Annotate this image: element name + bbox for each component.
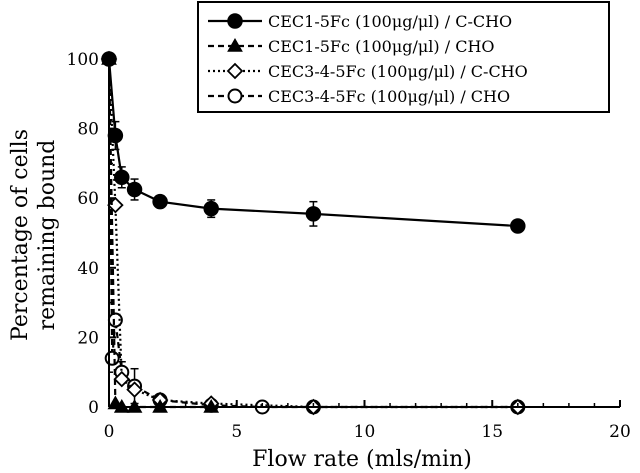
data-point [126,381,143,398]
legend-marker [226,62,244,80]
data-point [305,206,322,222]
legend-label: CEC3-4-5Fc (100μg/μl) / C-CHO [268,62,528,81]
x-tick-label: 10 [354,422,376,442]
data-point [510,218,526,234]
data-point [107,127,124,144]
y-axis-title-line-2: remaining bound [35,140,60,331]
x-tick-label: 5 [231,422,242,442]
legend-marker [227,37,243,52]
y-tick-label: 60 [77,189,99,209]
legend-label: CEC1-5Fc (100μg/μl) / CHO [268,37,495,56]
data-point [104,350,120,366]
data-point [152,193,168,210]
y-axis-title: Percentage of cells remaining bound [8,129,60,341]
y-tick-label: 20 [77,328,99,348]
x-axis-title: Flow rate (mls/min) [252,447,472,472]
legend-entry-2: CEC1-5Fc (100μg/μl) / CHO [208,37,495,56]
x-tick-label: 0 [104,422,115,442]
plot-area [100,50,527,416]
y-tick-label: 40 [77,259,99,279]
data-point [203,200,219,217]
legend-box [197,1,610,113]
legend-label: CEC3-4-5Fc (100μg/μl) / CHO [268,87,510,106]
y-tick-label: 0 [88,398,99,418]
legend-marker [227,88,243,104]
series-line [107,58,212,409]
legend: CEC1-5Fc (100μg/μl) / C-CHO CEC1-5Fc (100… [197,1,610,113]
data-point [113,370,131,388]
legend-entry-3: CEC3-4-5Fc (100μg/μl) / C-CHO [208,62,528,81]
legend-label: CEC1-5Fc (100μg/μl) / C-CHO [268,12,512,31]
y-tick-label: 80 [77,120,99,140]
data-point [114,169,130,186]
y-tick-label: 100 [67,50,99,70]
x-tick-label: 20 [609,422,631,442]
axes: 0 5 10 15 20 0 20 40 60 80 100 [67,50,631,442]
series-line [107,58,518,409]
y-axis-title-line-1: Percentage of cells [8,129,33,341]
legend-entry-4: CEC3-4-5Fc (100μg/μl) / CHO [208,87,510,106]
legend-entry-1: CEC1-5Fc (100μg/μl) / C-CHO [208,12,512,31]
data-point [126,181,143,198]
x-tick-label: 15 [481,422,503,442]
legend-marker [227,13,243,29]
